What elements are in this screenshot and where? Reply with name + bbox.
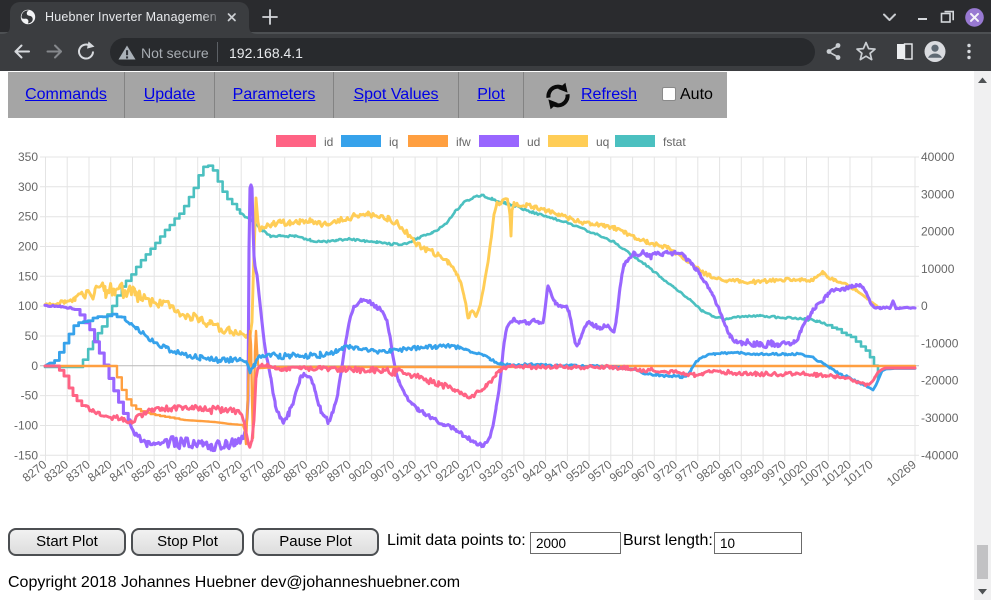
svg-text:ifw: ifw [456, 135, 471, 149]
svg-text:50: 50 [25, 329, 39, 343]
svg-text:40000: 40000 [921, 150, 955, 164]
svg-text:-40000: -40000 [921, 448, 959, 462]
svg-text:uq: uq [596, 135, 609, 149]
svg-text:30000: 30000 [921, 187, 955, 201]
svg-text:10269: 10269 [884, 457, 919, 489]
svg-text:100: 100 [18, 299, 38, 313]
svg-text:-100: -100 [14, 419, 38, 433]
svg-text:id: id [324, 135, 333, 149]
svg-text:200: 200 [18, 240, 38, 254]
svg-text:300: 300 [18, 180, 38, 194]
svg-text:0: 0 [921, 299, 928, 313]
svg-text:-50: -50 [21, 389, 39, 403]
svg-text:0: 0 [31, 359, 38, 373]
svg-text:20000: 20000 [921, 225, 955, 239]
svg-text:-20000: -20000 [921, 374, 959, 388]
svg-text:fstat: fstat [663, 135, 686, 149]
svg-text:250: 250 [18, 210, 38, 224]
svg-text:iq: iq [389, 135, 398, 149]
svg-text:150: 150 [18, 269, 38, 283]
svg-text:-30000: -30000 [921, 411, 959, 425]
svg-text:10000: 10000 [921, 262, 955, 276]
svg-text:350: 350 [18, 150, 38, 164]
svg-text:ud: ud [527, 135, 540, 149]
svg-text:-10000: -10000 [921, 336, 959, 350]
svg-text:-150: -150 [14, 448, 38, 462]
